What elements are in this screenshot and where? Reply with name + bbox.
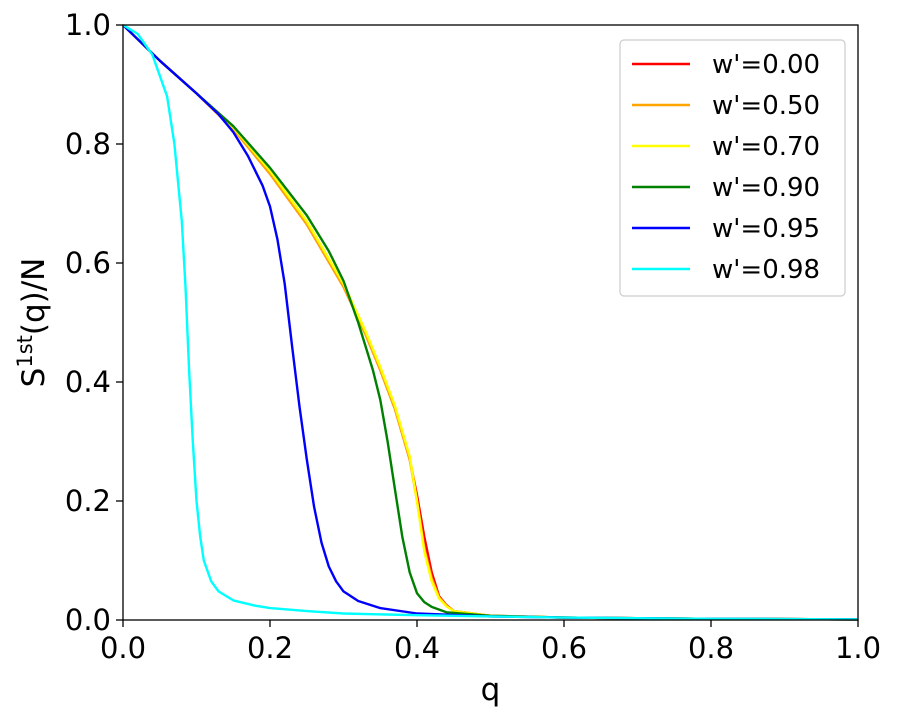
x-tick-label: 0.0 [100, 631, 146, 665]
legend-entry-label: w'=0.95 [712, 214, 820, 244]
legend-entry-label: w'=0.98 [712, 255, 820, 285]
y-tick-label: 1.0 [65, 8, 111, 42]
plot-frame [122, 24, 859, 621]
y-axis-label-tail: (q)/N [16, 258, 52, 336]
legend-entry-label: w'=0.50 [712, 91, 820, 121]
y-tick-label: 0.4 [65, 365, 111, 399]
y-tick-label: 0.2 [65, 484, 111, 518]
plot-lines [122, 23, 859, 621]
x-tick-label: 0.6 [541, 631, 587, 665]
y-axis-label: S1st(q)/N [13, 258, 52, 388]
legend-entry-label: w'=0.70 [712, 132, 820, 162]
y-tick-label: 0.0 [65, 603, 111, 637]
legend-entry-label: w'=0.00 [712, 50, 820, 80]
x-tick-label: 0.4 [394, 631, 440, 665]
legend: w'=0.00 w'=0.50 w'=0.70 w'=0.90 w'=0.95 w'=0.… [619, 39, 846, 297]
series-line-5 [122, 23, 859, 621]
x-axis-ticks: 0.0 0.2 0.4 0.6 0.8 1.0 [100, 620, 881, 665]
x-axis-label: q [481, 672, 501, 708]
series-line-4 [122, 24, 859, 621]
series-line-3 [122, 24, 859, 621]
x-tick-label: 0.8 [688, 631, 734, 665]
y-axis-label-base: S [16, 368, 52, 388]
y-tick-label: 0.8 [65, 127, 111, 161]
x-tick-label: 0.2 [247, 631, 293, 665]
x-tick-label: 1.0 [835, 631, 881, 665]
y-axis-label-sup: 1st [13, 335, 37, 368]
y-axis-ticks: 0.0 0.2 0.4 0.6 0.8 1.0 [65, 8, 123, 637]
y-tick-label: 0.6 [65, 246, 111, 280]
legend-entry-label: w'=0.90 [712, 173, 820, 203]
